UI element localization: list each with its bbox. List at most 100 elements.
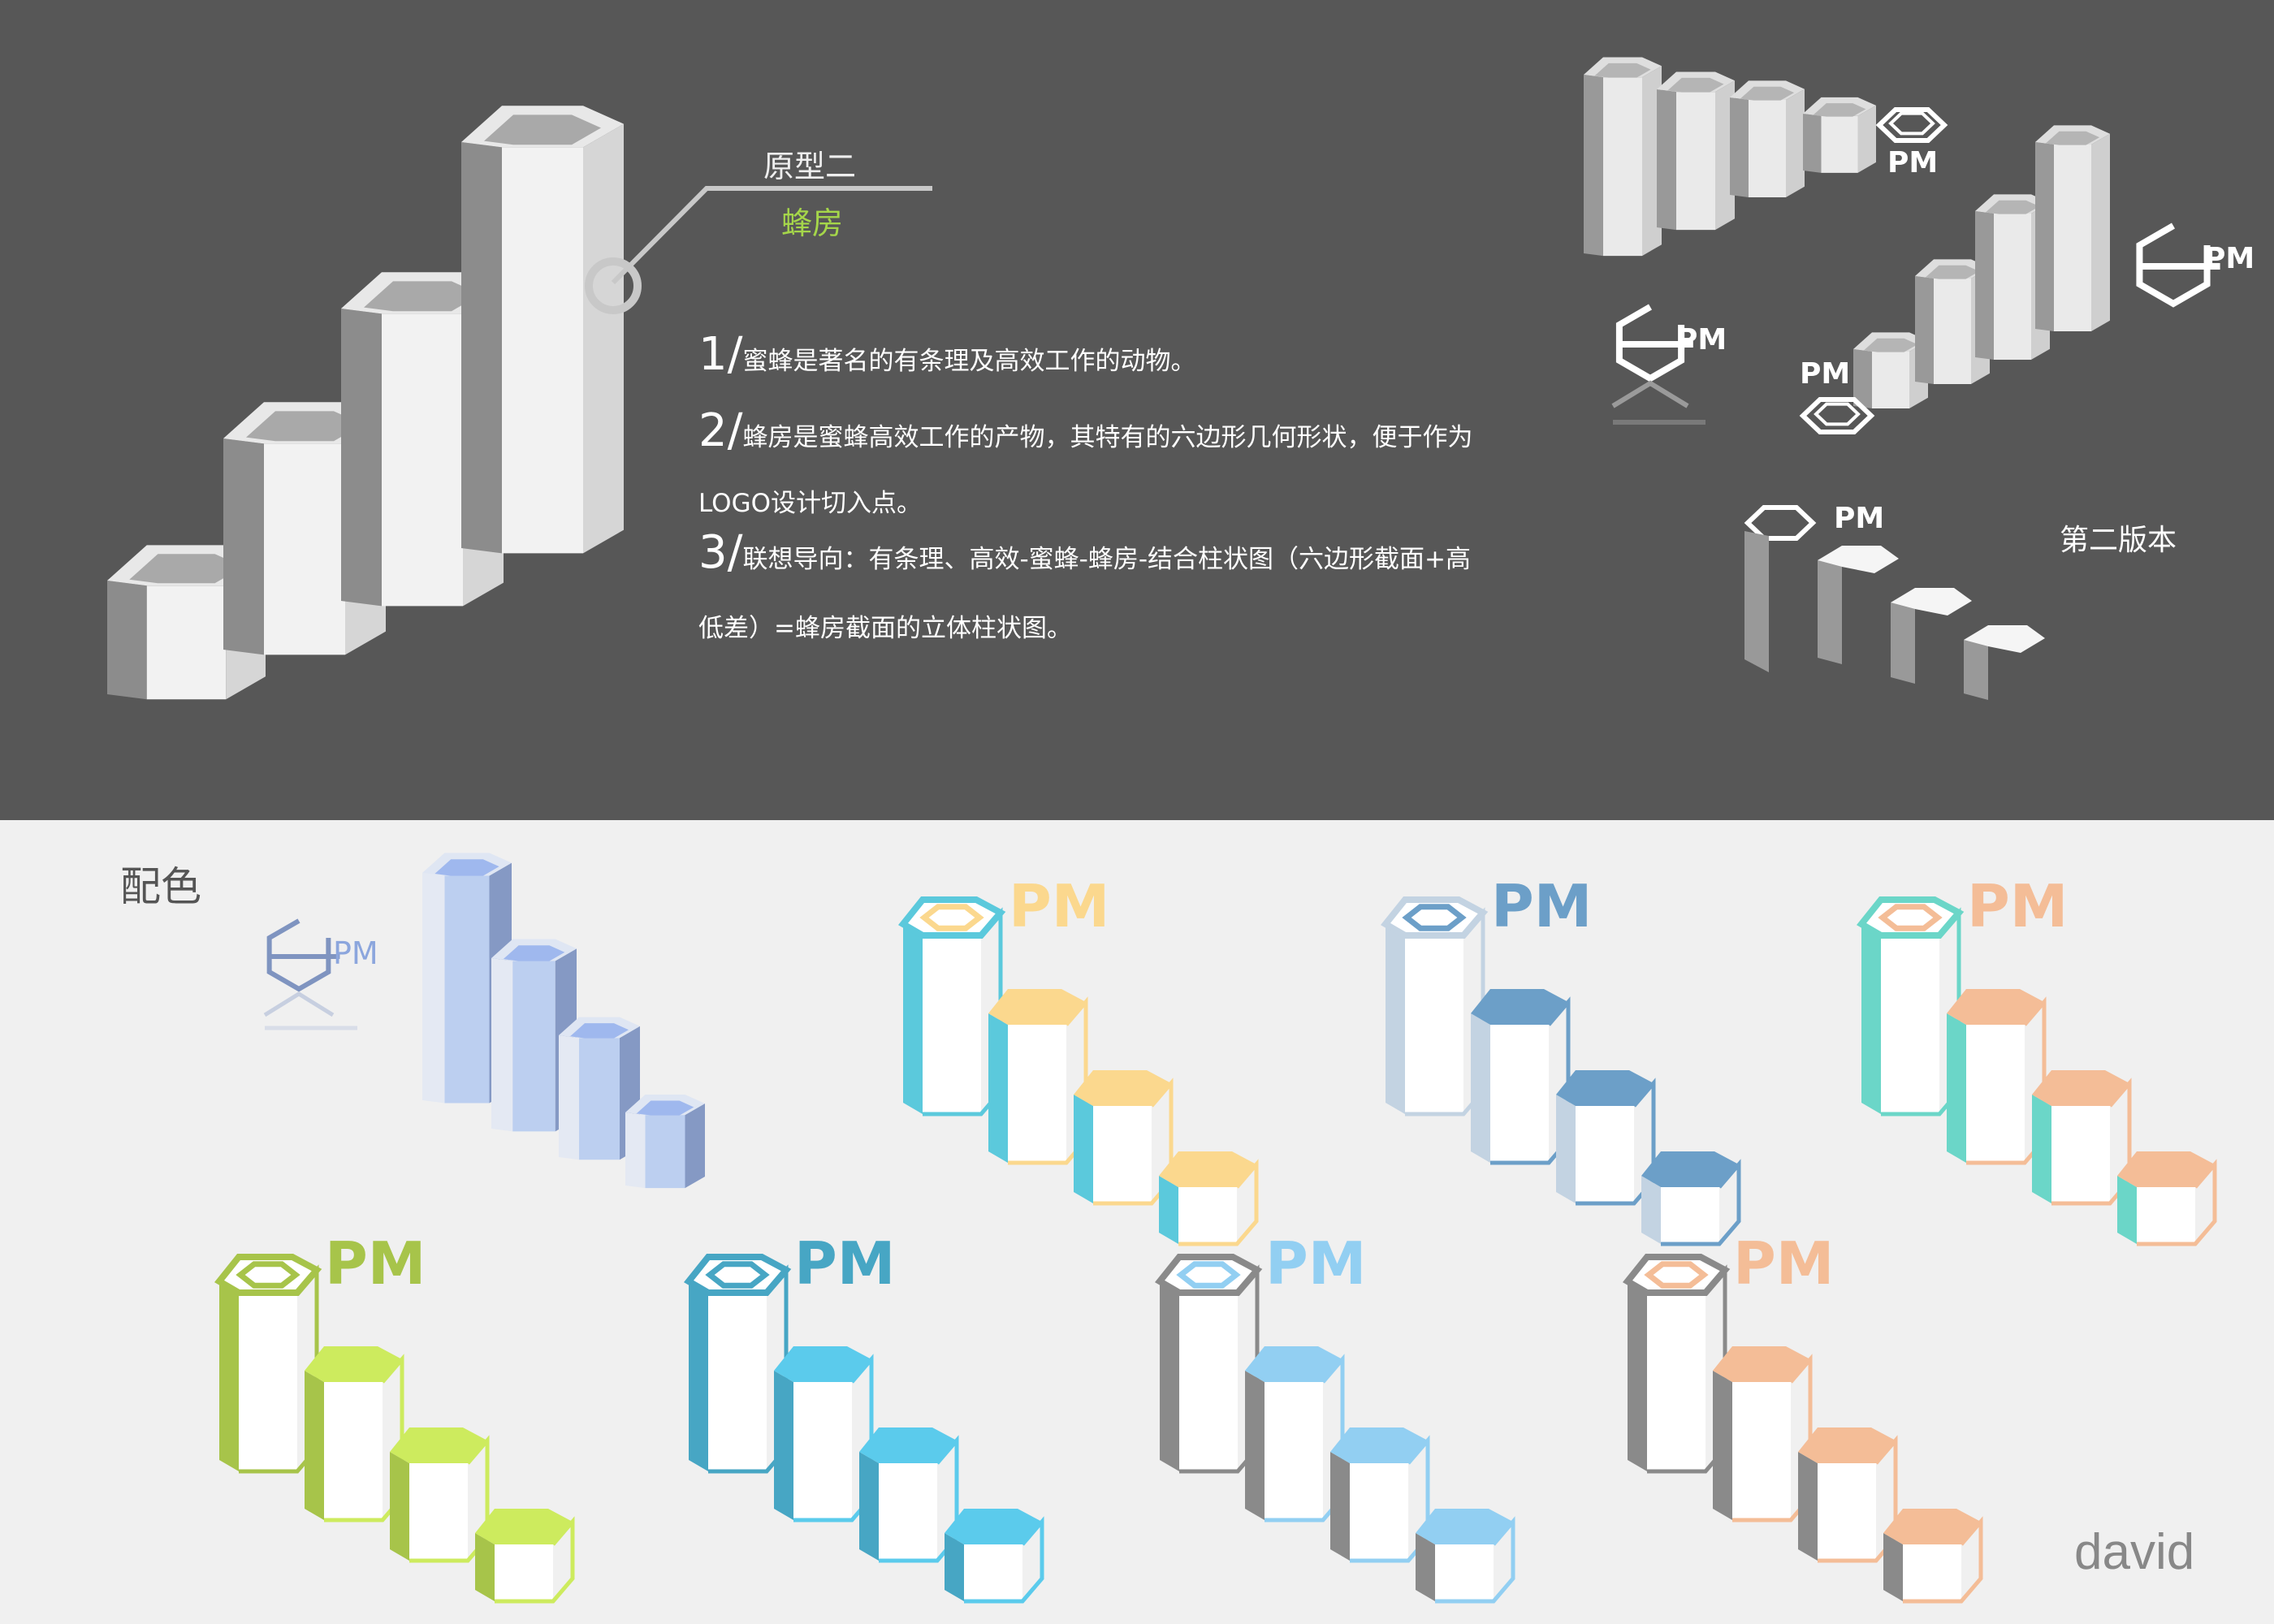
v3-bar4-top xyxy=(2117,1151,2215,1187)
blue-bar-4-top-inner xyxy=(636,1100,694,1116)
sketch-b-bar-4-top-inner xyxy=(2045,131,2100,145)
blue-bar-1-left xyxy=(422,873,445,1104)
v7-bar1-front xyxy=(1647,1293,1706,1471)
blue-bar-3-top-inner xyxy=(570,1023,629,1039)
v6-bar4-edge xyxy=(1435,1516,1515,1604)
v2-bar1-hex-mark xyxy=(1402,904,1467,931)
v4-bar1-top xyxy=(214,1254,322,1296)
v7-bar4-front xyxy=(1903,1544,1961,1601)
blue-logo-reflection xyxy=(263,991,335,1017)
v3-bar4-edge xyxy=(2137,1159,2217,1246)
sketch-logo-1-hex xyxy=(1615,304,1685,382)
v7-bar4-top xyxy=(1883,1509,1981,1544)
v6-bar3-front xyxy=(1350,1463,1408,1561)
v7-bar1-top xyxy=(1622,1254,1731,1296)
main-bar-4-top-inner xyxy=(484,114,601,145)
v1-bar2-top xyxy=(988,989,1086,1025)
blue-bar-2-top-inner xyxy=(503,945,565,961)
v5-bar4-left xyxy=(945,1533,964,1601)
blue-logo-pm-label: PM xyxy=(333,935,378,971)
variant-ocean xyxy=(683,1254,1044,1604)
v4-bar2-front xyxy=(324,1382,383,1520)
variant-cyan-yellow xyxy=(897,896,1259,1246)
v3-bar2-left xyxy=(1947,1013,1966,1163)
blue-bar-3-front xyxy=(579,1038,620,1160)
v1-bar1-top xyxy=(897,896,1006,939)
v1-bar4-left xyxy=(1159,1176,1178,1244)
v6-bar1-left xyxy=(1160,1281,1179,1471)
variant-pm-label-1: PM xyxy=(1009,872,1110,940)
v6-bar1-top xyxy=(1154,1254,1263,1296)
v4-bar4-front xyxy=(495,1544,553,1601)
variant-teal-peach xyxy=(1856,896,2217,1246)
v2-top-2 xyxy=(1818,546,1899,573)
v4-bar4-left xyxy=(475,1533,495,1601)
v6-bar2-left xyxy=(1245,1371,1265,1520)
desc-line-2: 2/蜂房是蜜蜂高效工作的产物，其特有的六边形几何形状，便于作为 xyxy=(698,404,1473,457)
v5-bar2-left xyxy=(774,1371,793,1520)
v7-bar3-left xyxy=(1798,1452,1818,1561)
v6-bar1-hex-mark xyxy=(1176,1261,1241,1289)
v1-bar2-left xyxy=(988,1013,1008,1163)
v2-bar2-top xyxy=(1471,989,1568,1025)
sketch-b-bar-4-right xyxy=(2091,133,2110,331)
sketch-b-bar-1-left xyxy=(1853,349,1872,408)
v4-bar2-top xyxy=(305,1346,402,1382)
v5-bar4-edge xyxy=(964,1516,1044,1604)
sketch-a-bar-3-right xyxy=(1786,89,1805,197)
sketch-pm-label-1: PM xyxy=(1887,146,1939,179)
v6-bar1-front xyxy=(1179,1293,1238,1471)
second-version-sketch xyxy=(1744,504,2045,700)
v5-bar4-top xyxy=(945,1509,1042,1544)
v7-bar1-left xyxy=(1628,1281,1647,1471)
v6-bar4-left xyxy=(1416,1533,1435,1601)
sketch-pm-label-3: PM xyxy=(1676,323,1727,356)
main-bar-1-top-inner xyxy=(129,554,244,584)
sketch-b-bar-3-left xyxy=(1975,211,1994,360)
v1-bar3-top xyxy=(1074,1070,1171,1106)
v7-bar3-top xyxy=(1798,1427,1896,1463)
sketch-pm-label-5: PM xyxy=(1834,502,1885,535)
v1-bar4-front xyxy=(1178,1187,1237,1244)
main-bar-2-top-inner xyxy=(246,411,363,442)
blue-logo-hex xyxy=(266,918,331,992)
v3-bar2-top xyxy=(1947,989,2044,1025)
sketch-a-bar-4-left xyxy=(1803,114,1822,173)
desc-line-1: 1/蜜蜂是著名的有条理及高效工作的动物。 xyxy=(698,328,1196,381)
v1-bar1-front xyxy=(923,935,981,1114)
sketch-a-bar-3-front xyxy=(1749,99,1786,197)
v4-bar1-left xyxy=(219,1281,239,1471)
v1-bar1-hex-mark xyxy=(919,904,984,931)
desc-line-3-cont: 低差）=蜂房截面的立体柱状图。 xyxy=(698,614,1072,643)
sketch-b-bar-2-top-inner xyxy=(1925,265,1980,279)
v3-bar3-left xyxy=(2032,1095,2051,1203)
v3-bar2-front xyxy=(1966,1025,2025,1163)
desc-line-3: 3/联想导向：有条理、高效-蜜蜂-蜂房-结合柱状图（六边形截面+高 xyxy=(698,526,1472,579)
sketch-b-bar-3-front xyxy=(1994,213,2031,360)
variant-pm-label-6: PM xyxy=(1265,1229,1367,1298)
sketch-b-bar-2-left xyxy=(1915,276,1934,384)
blue-bar-4-front xyxy=(645,1115,685,1189)
v3-bar3-front xyxy=(2051,1106,2110,1203)
desc-line-2-cont: LOGO设计切入点。 xyxy=(698,489,922,518)
sketch-a-bar-3-top-inner xyxy=(1740,86,1795,101)
main-bar-1-left xyxy=(107,581,147,700)
blue-bar-2-left xyxy=(491,958,513,1132)
sketch-a-bar-3-left xyxy=(1730,97,1749,197)
v1-bar2-front xyxy=(1008,1025,1066,1163)
main-bar-3-top-inner xyxy=(364,281,481,312)
v5-bar1-front xyxy=(708,1293,767,1471)
main-bar-2-left xyxy=(223,438,264,655)
v3-bar4-front xyxy=(2137,1187,2195,1244)
v6-bar2-top xyxy=(1245,1346,1342,1382)
main-bar-3-left xyxy=(341,309,382,607)
v3-bar3-top xyxy=(2032,1070,2129,1106)
v2-bar3-front xyxy=(1576,1106,1634,1203)
sketch-b-bar-3-top-inner xyxy=(1985,200,2040,214)
blue-bar-1-front xyxy=(444,875,490,1104)
sketch-a-bar-1-top-inner xyxy=(1594,63,1651,78)
sketch-b-bar-4-front xyxy=(2054,144,2091,331)
sketch-group xyxy=(1584,57,2220,435)
v5-bar1-top xyxy=(683,1254,792,1296)
main-bar-4-left xyxy=(461,142,502,554)
